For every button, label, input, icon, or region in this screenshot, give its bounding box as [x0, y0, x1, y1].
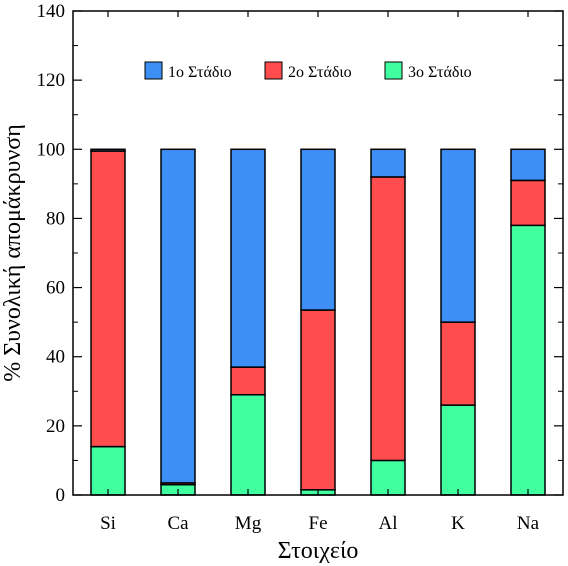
bar-mg-series-1 — [230, 393, 266, 496]
bar-si-series-2 — [90, 150, 126, 448]
y-tick-label: 20 — [46, 416, 65, 437]
x-axis-title: Στοιχείο — [278, 538, 359, 564]
y-tick-label: 60 — [46, 278, 65, 299]
legend-label-2: 2o Στάδιο — [288, 64, 352, 81]
x-tick-label: Na — [517, 513, 540, 534]
bar-k-series-2 — [440, 321, 476, 406]
bar-na-series-2 — [510, 179, 546, 227]
bar-fe-series-3 — [300, 148, 336, 311]
x-tick-label: Mg — [235, 513, 262, 534]
bar-k-series-3 — [440, 148, 476, 323]
ticks-layer: Si Ca Mg Fe Al K Na 0 20 40 60 80 100 120 140 — [37, 1, 563, 534]
x-tick-label: Al — [379, 513, 398, 534]
y-tick-label: 80 — [46, 208, 65, 229]
bar-si-series-1 — [90, 445, 126, 496]
x-tick-label: Fe — [309, 513, 328, 534]
x-tick-label: Ca — [167, 513, 189, 534]
bar-mg-series-3 — [230, 148, 266, 368]
x-tick-label: Si — [100, 513, 116, 534]
bar-fe-series-2 — [300, 309, 336, 491]
bar-al-series-3 — [370, 148, 406, 178]
bars-layer — [90, 148, 546, 496]
legend-swatch-1 — [144, 61, 163, 80]
legend-swatch-3 — [384, 61, 403, 80]
bar-na-series-1 — [510, 224, 546, 496]
y-tick-label: 0 — [56, 485, 66, 506]
legend-label-3: 3o Στάδιο — [408, 64, 472, 81]
legend-swatch-2 — [264, 61, 283, 80]
legend-label-1: 1o Στάδιο — [168, 64, 232, 81]
x-tick-label: K — [451, 513, 465, 534]
y-tick-label: 140 — [37, 1, 66, 22]
y-tick-label: 40 — [46, 347, 65, 368]
bar-ca-series-3 — [160, 148, 196, 484]
bar-k-series-1 — [440, 404, 476, 496]
bar-mg-series-2 — [230, 366, 266, 396]
y-axis-title: % Συνολική απομάκρυνση — [0, 124, 26, 382]
bar-na-series-3 — [510, 148, 546, 182]
y-tick-label: 120 — [37, 70, 66, 91]
bar-al-series-2 — [370, 176, 406, 462]
legend: 1o Στάδιο 2o Στάδιο 3o Στάδιο — [144, 61, 472, 81]
bar-si-series-3 — [90, 148, 126, 152]
y-tick-label: 100 — [37, 139, 66, 160]
